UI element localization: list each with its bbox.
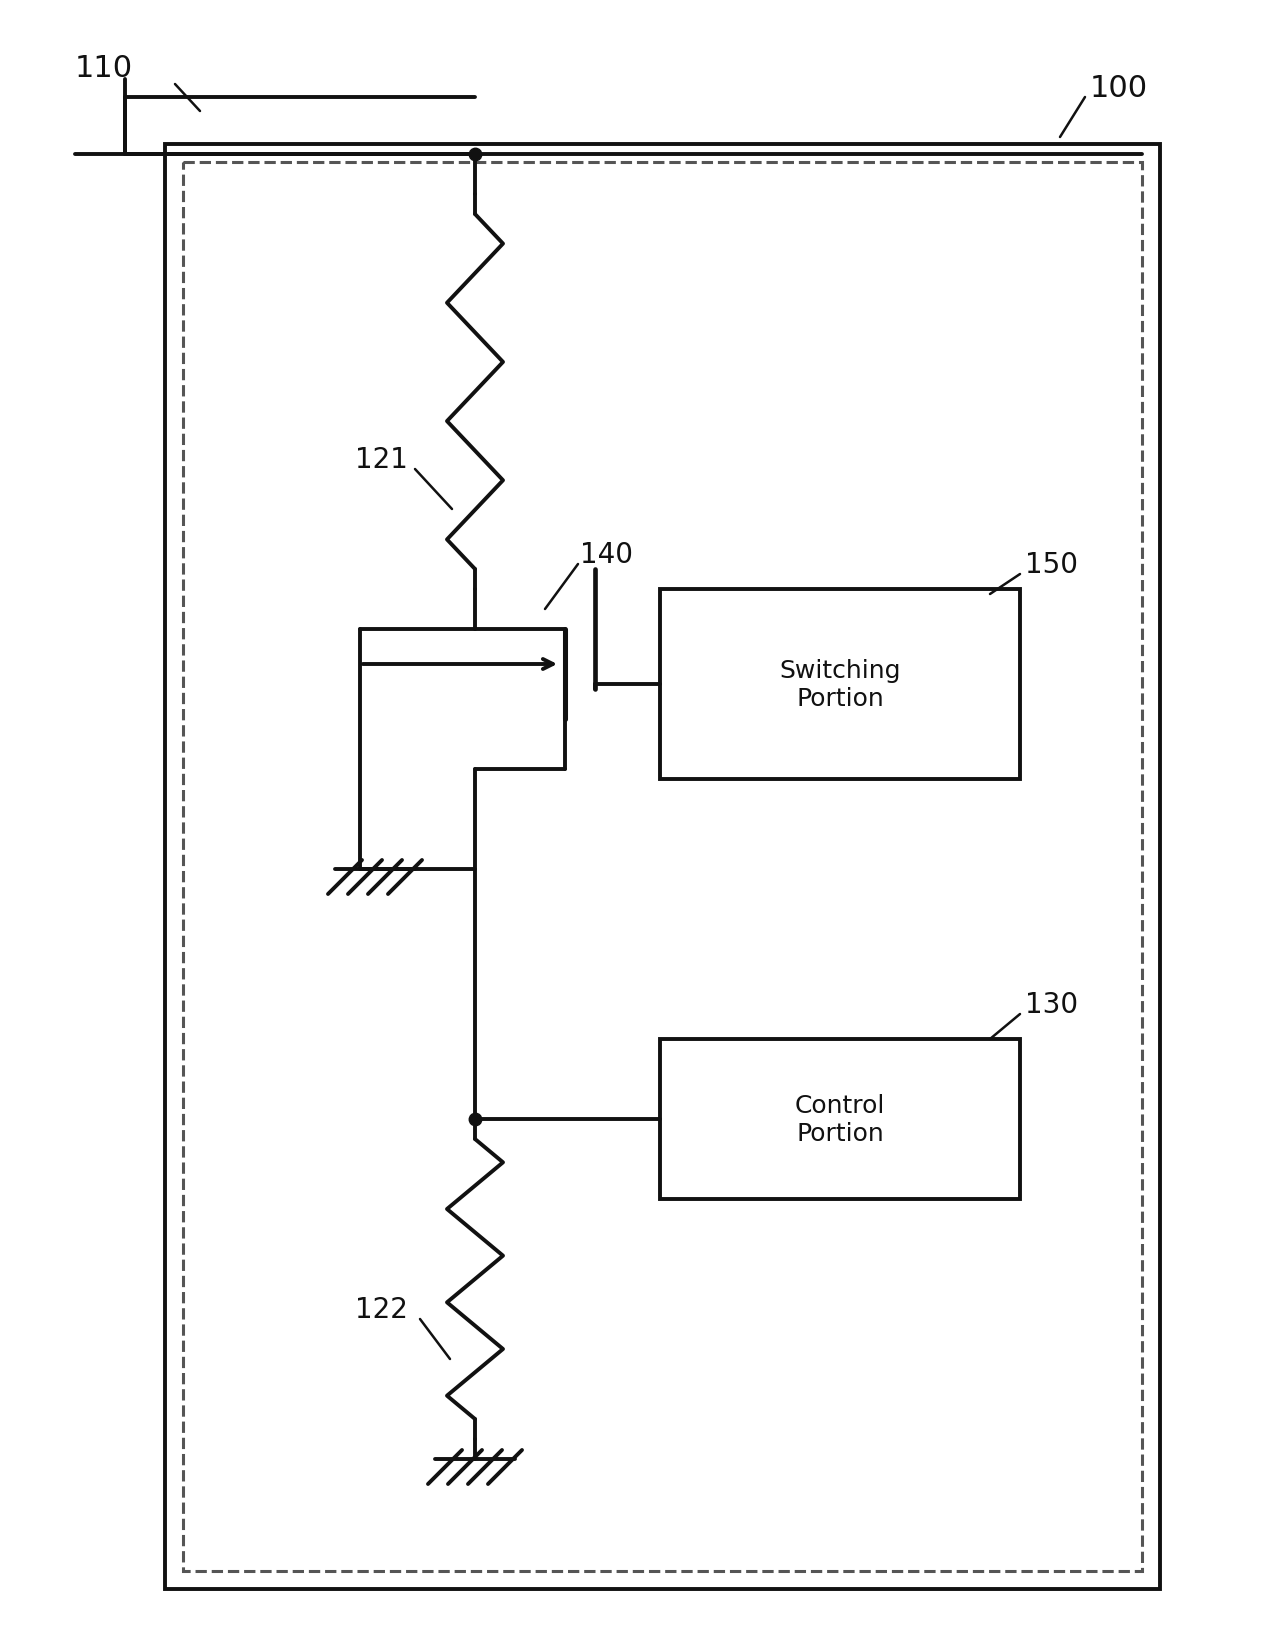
Text: 121: 121 — [356, 445, 408, 473]
Text: 150: 150 — [1025, 550, 1078, 578]
Text: Switching
Portion: Switching Portion — [780, 659, 900, 710]
Bar — [660, 590, 1020, 780]
Text: 110: 110 — [75, 53, 133, 82]
Text: Control
Portion: Control Portion — [795, 1093, 885, 1145]
Bar — [660, 1040, 1020, 1200]
Bar — [183, 163, 1142, 1571]
Text: 140: 140 — [580, 541, 632, 569]
Text: 122: 122 — [356, 1295, 408, 1323]
Text: 130: 130 — [1025, 990, 1078, 1018]
Text: 100: 100 — [1090, 74, 1148, 102]
Bar — [165, 145, 1160, 1589]
